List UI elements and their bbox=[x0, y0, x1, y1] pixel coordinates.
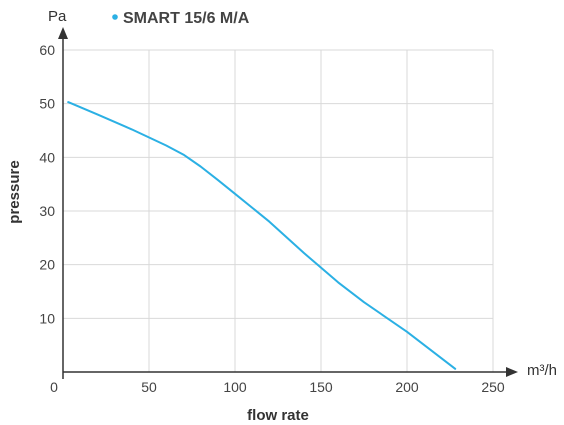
series-line bbox=[67, 101, 457, 370]
y-axis-arrow-icon bbox=[58, 27, 68, 39]
y-unit-label: Pa bbox=[48, 8, 67, 25]
y-tick-label: 60 bbox=[39, 42, 55, 58]
x-tick-label: 200 bbox=[395, 379, 419, 395]
x-axis-arrow-icon bbox=[506, 367, 518, 377]
y-axis-title: pressure bbox=[6, 160, 23, 223]
legend-label: SMART 15/6 M/A bbox=[123, 10, 250, 27]
x-tick-label: 100 bbox=[223, 379, 247, 395]
y-tick-label: 40 bbox=[39, 149, 55, 165]
y-tick-label: 10 bbox=[39, 310, 55, 326]
x-axis-title: flow rate bbox=[247, 407, 309, 424]
y-tick-labels: 10 20 30 40 50 60 bbox=[39, 42, 55, 326]
x-unit-label: m³/h bbox=[527, 362, 557, 379]
series-layer bbox=[67, 101, 457, 370]
y-tick-label: 20 bbox=[39, 257, 55, 273]
legend-marker bbox=[112, 14, 118, 20]
x-tick-label: 250 bbox=[481, 379, 505, 395]
y-tick-label: 50 bbox=[39, 96, 55, 112]
x-tick-label: 150 bbox=[309, 379, 333, 395]
x-tick-labels: 0 50 100 150 200 250 bbox=[50, 379, 505, 395]
x-tick-label: 0 bbox=[50, 379, 58, 395]
grid bbox=[63, 49, 494, 372]
y-tick-label: 30 bbox=[39, 203, 55, 219]
axes bbox=[58, 27, 518, 379]
legend: SMART 15/6 M/A bbox=[112, 10, 250, 27]
x-tick-label: 50 bbox=[141, 379, 157, 395]
